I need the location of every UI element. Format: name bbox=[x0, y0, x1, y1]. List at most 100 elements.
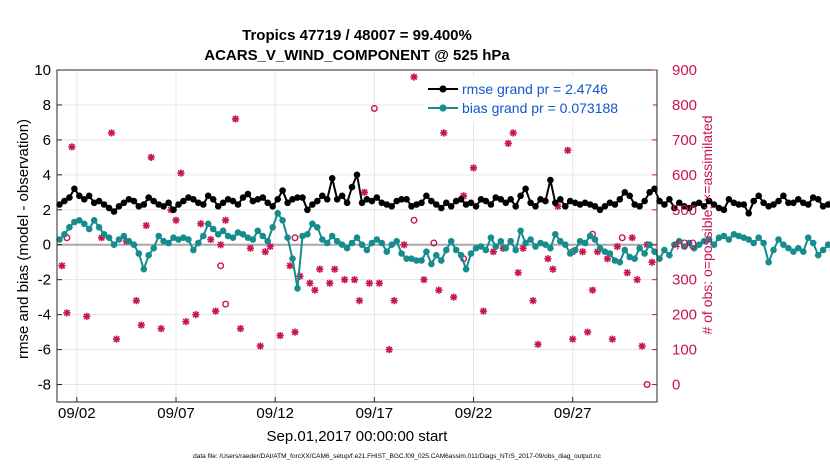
rmse-point bbox=[344, 200, 351, 207]
rmse-point bbox=[636, 203, 643, 210]
obs-possible-marker bbox=[292, 235, 298, 241]
rmse-point bbox=[165, 200, 172, 207]
obs-assimilated-marker bbox=[361, 189, 368, 196]
rmse-point bbox=[438, 205, 445, 212]
obs-assimilated-marker bbox=[222, 217, 229, 224]
bias-point bbox=[622, 247, 629, 254]
obs-assimilated-marker bbox=[401, 241, 408, 248]
obs-assimilated-marker bbox=[182, 318, 189, 325]
obs-possible-marker bbox=[411, 217, 417, 223]
bias-point bbox=[205, 221, 212, 228]
rmse-point bbox=[780, 193, 787, 200]
bias-point bbox=[443, 247, 450, 254]
rmse-point bbox=[86, 193, 93, 200]
rmse-point bbox=[745, 210, 752, 217]
rmse-point bbox=[324, 196, 331, 203]
left-tick-label: 10 bbox=[34, 62, 51, 79]
rmse-point bbox=[245, 191, 252, 198]
bias-point bbox=[304, 231, 311, 238]
rmse-point bbox=[507, 196, 514, 203]
rmse-point bbox=[299, 194, 306, 201]
obs-assimilated-marker bbox=[291, 329, 298, 336]
rmse-point bbox=[279, 187, 286, 194]
bias-point bbox=[165, 240, 172, 247]
bias-point bbox=[250, 236, 257, 243]
rmse-point bbox=[488, 201, 495, 208]
rmse-point bbox=[170, 207, 177, 214]
left-tick-label: -4 bbox=[38, 307, 51, 324]
obs-possible-marker bbox=[218, 263, 224, 269]
rmse-point bbox=[612, 201, 619, 208]
rmse-point bbox=[557, 196, 564, 203]
x-tick-label: 09/22 bbox=[455, 405, 493, 422]
rmse-point bbox=[542, 198, 549, 205]
obs-assimilated-marker bbox=[63, 309, 70, 316]
bias-point bbox=[820, 247, 827, 254]
right-tick-label: 600 bbox=[672, 167, 697, 184]
obs-assimilated-marker bbox=[172, 217, 179, 224]
obs-assimilated-marker bbox=[277, 332, 284, 339]
rmse-point bbox=[269, 203, 276, 210]
bias-point bbox=[517, 228, 524, 235]
bias-point bbox=[155, 233, 162, 240]
obs-assimilated-marker bbox=[148, 154, 155, 161]
bias-point bbox=[289, 255, 296, 262]
bias-point bbox=[314, 224, 321, 231]
bias-point bbox=[636, 245, 643, 252]
bias-point bbox=[86, 226, 93, 233]
bias-point bbox=[185, 236, 192, 243]
rmse-point bbox=[235, 201, 242, 208]
obs-assimilated-marker bbox=[391, 297, 398, 304]
right-tick-label: 300 bbox=[672, 272, 697, 289]
bias-point bbox=[562, 241, 569, 248]
left-tick-label: -6 bbox=[38, 342, 51, 359]
bias-point bbox=[269, 224, 276, 231]
bias-point bbox=[91, 217, 98, 224]
bias-point bbox=[136, 250, 143, 257]
bias-point bbox=[344, 245, 351, 252]
left-tick-label: 4 bbox=[43, 167, 51, 184]
rmse-point bbox=[458, 196, 465, 203]
bias-point bbox=[641, 250, 648, 257]
bias-point bbox=[428, 261, 435, 268]
obs-possible-marker bbox=[223, 301, 229, 307]
right-tick-label: 500 bbox=[672, 202, 697, 219]
bias-point bbox=[364, 247, 371, 254]
bias-point bbox=[384, 248, 391, 255]
rmse-point bbox=[210, 196, 217, 203]
bias-point bbox=[448, 238, 455, 245]
obs-assimilated-marker bbox=[534, 341, 541, 348]
legend-bias-marker bbox=[439, 104, 446, 111]
bias-point bbox=[200, 233, 207, 240]
right-tick-label: 100 bbox=[672, 342, 697, 359]
obs-assimilated-marker bbox=[113, 335, 120, 342]
obs-assimilated-marker bbox=[529, 297, 536, 304]
bias-point bbox=[150, 245, 157, 252]
rmse-point bbox=[562, 203, 569, 210]
rmse-point bbox=[755, 193, 762, 200]
left-tick-label: -8 bbox=[38, 377, 51, 394]
bias-point bbox=[423, 248, 430, 255]
bias-point bbox=[800, 248, 807, 255]
bias-point bbox=[453, 247, 460, 254]
bias-point bbox=[512, 247, 519, 254]
bias-point bbox=[379, 240, 386, 247]
data-file-footnote: data file: /Users/raeder/DAI/ATM_forcXX/… bbox=[193, 453, 602, 460]
right-tick-label: 700 bbox=[672, 132, 697, 149]
bias-point bbox=[463, 266, 470, 273]
bias-point bbox=[805, 234, 812, 241]
legend-rmse-marker bbox=[439, 85, 446, 92]
rmse-point bbox=[741, 201, 748, 208]
obs-assimilated-marker bbox=[108, 129, 115, 136]
bias-point bbox=[121, 233, 128, 240]
right-tick-label: 900 bbox=[672, 62, 697, 79]
rmse-point bbox=[547, 177, 554, 184]
bias-point bbox=[592, 236, 599, 243]
obs-assimilated-marker bbox=[133, 297, 140, 304]
obs-assimilated-marker bbox=[306, 280, 313, 287]
obs-assimilated-marker bbox=[351, 276, 358, 283]
bias-point bbox=[354, 234, 361, 241]
bias-point bbox=[393, 238, 400, 245]
obs-assimilated-marker bbox=[410, 73, 417, 80]
